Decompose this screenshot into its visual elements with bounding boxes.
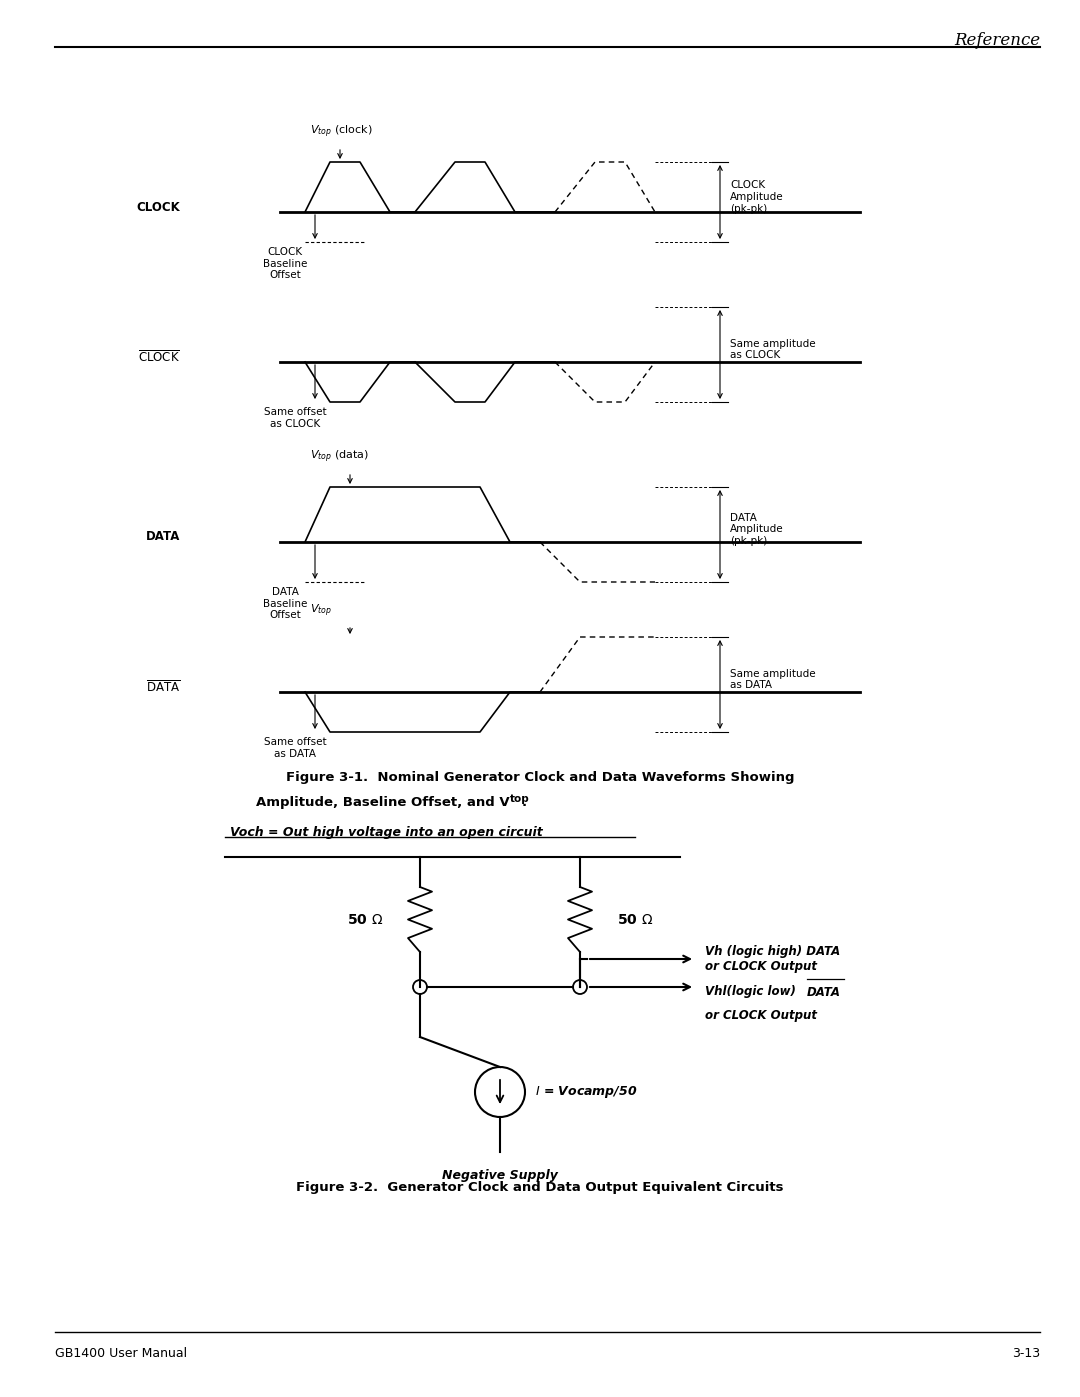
Text: Voch = Out high voltage into an open circuit: Voch = Out high voltage into an open cir… [230, 826, 543, 840]
Text: 50 $\Omega$: 50 $\Omega$ [347, 912, 383, 926]
Text: Negative Supply: Negative Supply [442, 1169, 558, 1182]
Text: $V_{top}$ (data): $V_{top}$ (data) [310, 448, 369, 465]
Text: GB1400 User Manual: GB1400 User Manual [55, 1347, 187, 1361]
Text: Same amplitude
as DATA: Same amplitude as DATA [730, 669, 815, 690]
Text: Reference: Reference [954, 32, 1040, 49]
Text: Vhl(logic low): Vhl(logic low) [705, 985, 800, 999]
Text: $\overline{\mathrm{CLOCK}}$: $\overline{\mathrm{CLOCK}}$ [138, 349, 180, 365]
Text: 3-13: 3-13 [1012, 1347, 1040, 1361]
Text: CLOCK
Amplitude
(pk-pk): CLOCK Amplitude (pk-pk) [730, 180, 784, 214]
Text: DATA
Amplitude
(pk-pk): DATA Amplitude (pk-pk) [730, 513, 784, 546]
Text: DATA: DATA [807, 985, 841, 999]
Text: $V_{top}$: $V_{top}$ [310, 602, 332, 619]
Text: $I$ = Vocamp/50: $I$ = Vocamp/50 [535, 1084, 637, 1099]
Text: CLOCK
Baseline
Offset: CLOCK Baseline Offset [262, 247, 307, 281]
Text: Same offset
as CLOCK: Same offset as CLOCK [264, 407, 326, 429]
Text: 50 $\Omega$: 50 $\Omega$ [617, 912, 653, 926]
Text: DATA: DATA [146, 531, 180, 543]
Text: Figure 3-2.  Generator Clock and Data Output Equivalent Circuits: Figure 3-2. Generator Clock and Data Out… [296, 1180, 784, 1193]
Text: $\overline{\mathrm{DATA}}$: $\overline{\mathrm{DATA}}$ [146, 679, 180, 694]
Text: or CLOCK Output: or CLOCK Output [705, 1009, 816, 1021]
Text: top: top [510, 793, 530, 805]
Text: $V_{top}$ (clock): $V_{top}$ (clock) [310, 123, 373, 140]
Text: Same amplitude
as CLOCK: Same amplitude as CLOCK [730, 338, 815, 360]
Text: Same offset
as DATA: Same offset as DATA [264, 738, 326, 759]
Text: CLOCK: CLOCK [136, 201, 180, 214]
Text: Amplitude, Baseline Offset, and V: Amplitude, Baseline Offset, and V [256, 795, 510, 809]
Text: Figure 3-1.  Nominal Generator Clock and Data Waveforms Showing: Figure 3-1. Nominal Generator Clock and … [286, 771, 794, 784]
Text: .: . [522, 795, 527, 809]
Text: Vh (logic high) DATA
or CLOCK Output: Vh (logic high) DATA or CLOCK Output [705, 944, 840, 972]
Text: DATA
Baseline
Offset: DATA Baseline Offset [262, 587, 307, 620]
